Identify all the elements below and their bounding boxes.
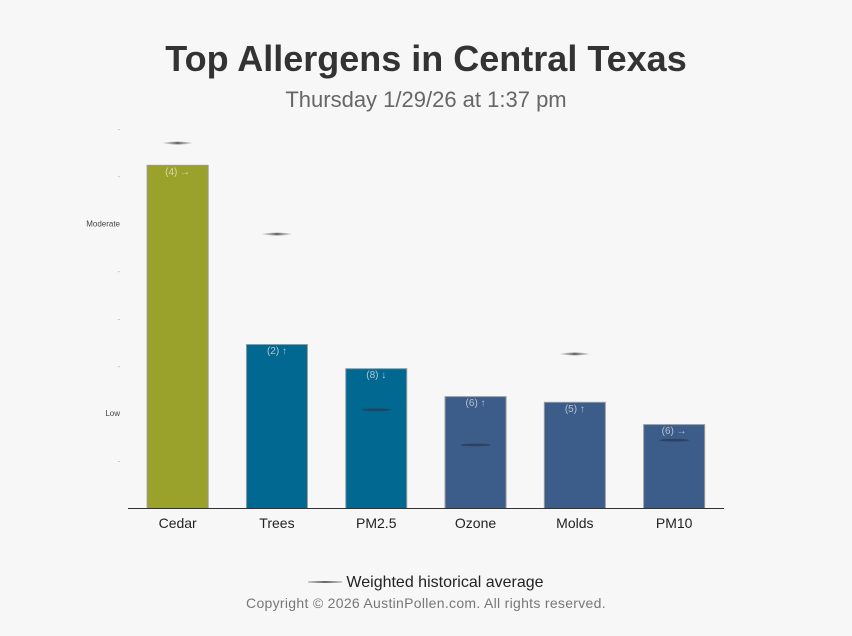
x-tick-label: Cedar: [159, 515, 197, 531]
x-tick-label: Molds: [556, 515, 593, 531]
y-tick-label: Low: [105, 409, 120, 418]
average-marker: [162, 141, 193, 145]
average-marker: [361, 408, 392, 412]
bar-cedar[interactable]: (4) →: [146, 141, 209, 509]
y-tick-label: -: [118, 174, 121, 181]
average-marker: [659, 438, 690, 442]
legend-label: Weighted historical average: [346, 574, 544, 591]
bar-value-label: (5) ↑: [565, 404, 585, 415]
bar-value-label: (8) ↓: [366, 370, 386, 381]
bar-value-label: (4) →: [165, 167, 190, 178]
bar-trees[interactable]: (2) ↑: [245, 232, 308, 509]
average-marker: [559, 352, 590, 356]
chart-title: Top Allergens in Central Texas: [165, 38, 687, 79]
bars-group: (4) → (2) ↑ (8) ↓ (6) ↑ (5) ↑ (6) →: [146, 141, 706, 510]
y-tick-label: -: [118, 459, 121, 466]
bar-pm10[interactable]: (6) →: [643, 424, 706, 509]
allergen-bar-chart: - Low - - - Moderate - - (4) → (2) ↑ (8) ↓ (6) ↑ (5…: [86, 127, 724, 531]
average-marker: [460, 443, 491, 447]
copyright-text: Copyright © 2026 AustinPollen.com. All r…: [246, 595, 606, 611]
bar-value-label: (2) ↑: [267, 346, 287, 357]
x-tick-label: Trees: [259, 515, 294, 531]
y-tick-label: -: [118, 316, 121, 323]
x-axis-labels: Cedar Trees PM2.5 Ozone Molds PM10: [159, 515, 693, 531]
bar-molds[interactable]: (5) ↑: [543, 352, 606, 510]
bar-pm25[interactable]: (8) ↓: [345, 368, 408, 510]
x-tick-label: PM2.5: [356, 515, 397, 531]
y-axis: - Low - - - Moderate - -: [86, 127, 120, 466]
chart-subtitle: Thursday 1/29/26 at 1:37 pm: [285, 87, 567, 112]
legend-average-line-icon: [308, 580, 343, 583]
x-tick-label: Ozone: [455, 515, 496, 531]
y-tick-label: -: [118, 364, 121, 371]
legend: Weighted historical average: [0, 574, 852, 592]
average-marker: [261, 232, 292, 236]
bar-value-label: (6) ↑: [466, 398, 486, 409]
x-tick-label: PM10: [656, 515, 693, 531]
y-tick-label: -: [118, 269, 121, 276]
y-tick-label: Moderate: [86, 220, 120, 229]
y-tick-label: -: [118, 127, 121, 134]
bar-ozone[interactable]: (6) ↑: [444, 396, 507, 509]
bar-value-label: (6) →: [662, 426, 687, 437]
